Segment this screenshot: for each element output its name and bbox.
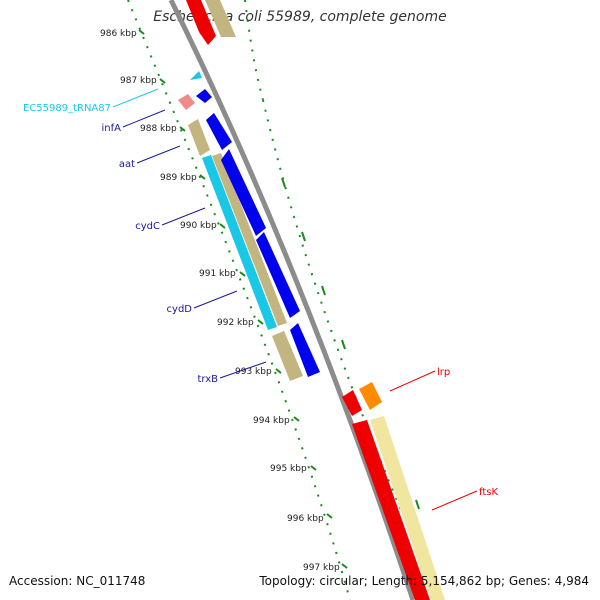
leader-line-aat [136, 145, 181, 164]
cds-feature-infA[interactable] [206, 113, 232, 150]
scale-ticks [138, 29, 420, 569]
tick-mark [138, 29, 145, 35]
genome-backbone [168, 0, 416, 600]
tick-label: 987 kbp [120, 76, 157, 86]
gene-label-lrp[interactable]: lrp [437, 367, 450, 378]
cds-feature-top-red[interactable] [186, 0, 216, 45]
leader-line-infA [122, 109, 166, 128]
tick-mark [257, 319, 264, 325]
leader-line-cydD [193, 290, 238, 309]
tick-mark [310, 465, 317, 471]
tick-label: 991 kbp [199, 269, 236, 279]
track-guide-inner-top [244, 0, 264, 101]
orange-feature-lrp[interactable] [359, 382, 382, 410]
khaki-feature-infA[interactable] [188, 119, 210, 156]
leader-line-ftsK [431, 490, 478, 511]
gene-label-cydC[interactable]: cydC [135, 221, 160, 232]
cds-feature-cydC[interactable] [221, 149, 266, 236]
tick-mark [179, 126, 186, 132]
cds-feature-cydD[interactable] [256, 232, 300, 318]
tick-mark [275, 368, 282, 374]
accession-text: Accession: NC_011748 [9, 574, 146, 588]
tick-label: 993 kbp [235, 367, 272, 377]
label-leader-lines [112, 88, 478, 511]
trna-feature[interactable] [190, 71, 202, 80]
gene-label-trna[interactable]: EC55989_tRNA87 [23, 103, 111, 114]
tick-label: 989 kbp [160, 173, 197, 183]
gene-label-trxB[interactable]: trxB [197, 374, 218, 385]
scale-tick-labels: 986 kbp 987 kbp 988 kbp 989 kbp 990 kbp … [100, 29, 340, 573]
tick-label: 990 kbp [180, 221, 217, 231]
gene-labels: EC55989_tRNA87 infA aat cydC cydD trxB l… [23, 103, 499, 498]
gene-label-aat[interactable]: aat [119, 159, 135, 170]
track-guide-outer [127, 0, 351, 600]
khaki-feature-trxB[interactable] [272, 331, 303, 381]
tick-label: 992 kbp [217, 318, 254, 328]
tick-label: 986 kbp [100, 29, 137, 39]
cds-feature-trxB[interactable] [290, 323, 320, 377]
cds-feature-ftsK[interactable] [352, 420, 430, 600]
tick-mark [326, 513, 333, 519]
khaki-feature-cydC[interactable] [212, 153, 287, 326]
leader-line-trxB [219, 361, 267, 379]
leader-line-trna [112, 88, 159, 108]
tick-mark [301, 231, 306, 242]
tick-mark [159, 78, 166, 84]
khaki-feature-top[interactable] [205, 0, 236, 37]
leader-line-cydC [161, 207, 206, 226]
gene-label-ftsK[interactable]: ftsK [479, 487, 498, 498]
tick-mark [321, 285, 326, 296]
tick-mark [415, 499, 420, 510]
tick-label: 996 kbp [287, 514, 324, 524]
tick-mark [293, 416, 300, 422]
tick-label: 988 kbp [140, 124, 177, 134]
pink-feature[interactable] [178, 94, 195, 110]
leader-line-lrp [389, 370, 436, 392]
tick-mark [199, 174, 206, 180]
tick-mark [219, 223, 226, 229]
genome-summary-text: Topology: circular; Length: 5,154,862 bp… [259, 574, 589, 588]
cds-feature-small[interactable] [196, 89, 212, 103]
pale-feature-ftsK[interactable] [370, 416, 445, 600]
gene-label-infA[interactable]: infA [102, 123, 122, 134]
tick-mark [341, 563, 348, 569]
tick-mark [281, 177, 286, 188]
tick-label: 997 kbp [303, 563, 340, 573]
gene-label-cydD[interactable]: cydD [167, 304, 193, 315]
tick-label: 994 kbp [253, 416, 290, 426]
cds-feature-lrp[interactable] [342, 390, 362, 416]
tick-mark [239, 271, 246, 277]
tick-mark [341, 339, 346, 350]
rna-feature-aat[interactable] [202, 155, 277, 330]
tick-label: 995 kbp [270, 464, 307, 474]
